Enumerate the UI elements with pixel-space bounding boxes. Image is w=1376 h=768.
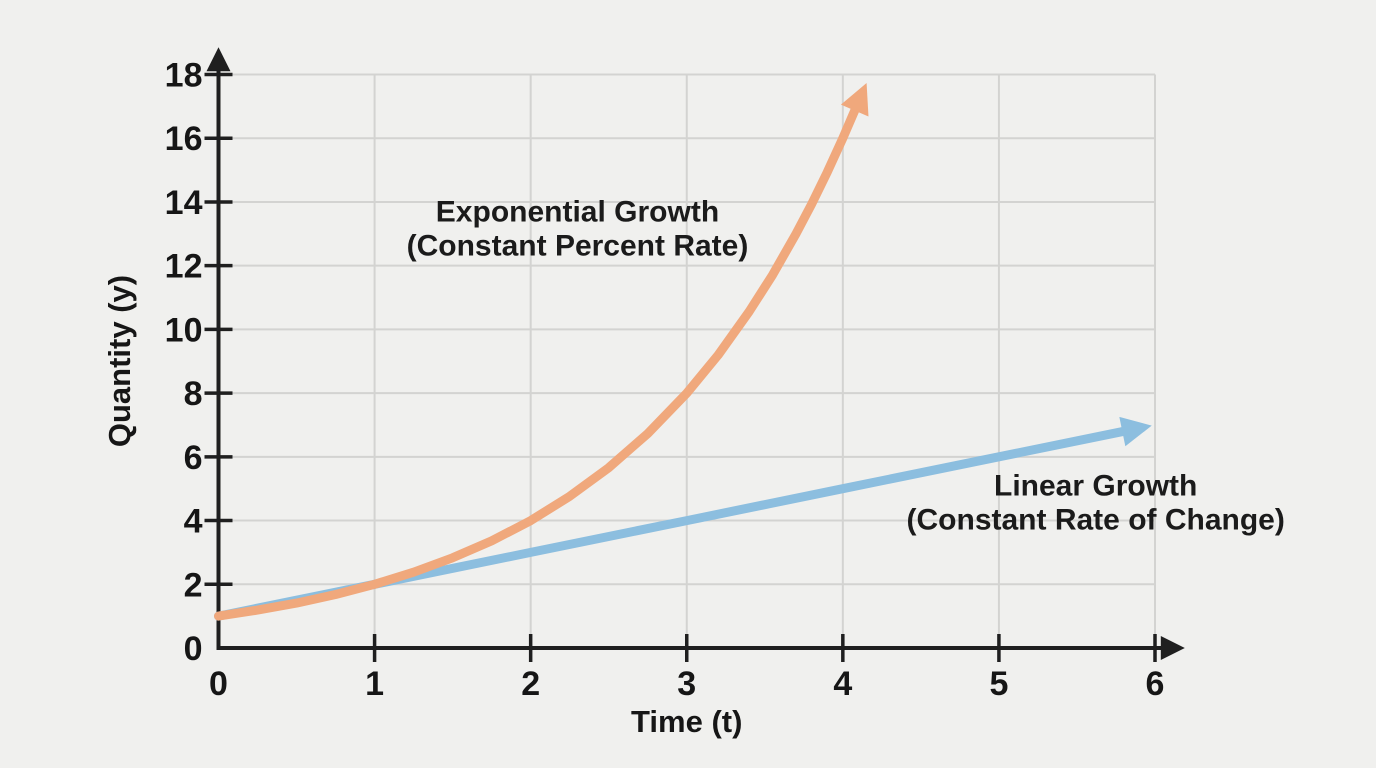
grid-layer xyxy=(218,73,1156,648)
y-tick-label: 16 xyxy=(165,120,203,158)
x-tick-label: 2 xyxy=(521,665,540,703)
linear-annotation-line-2: (Constant Rate of Change) xyxy=(907,503,1285,536)
exponential-annotation-line-2: (Constant Percent Rate) xyxy=(407,229,749,262)
y-tick-label: 10 xyxy=(165,311,203,349)
x-tick-label: 5 xyxy=(989,665,1008,703)
y-tick-label: 4 xyxy=(184,503,203,541)
x-tick-label: 3 xyxy=(677,665,696,703)
exponential-annotation-line-1: Exponential Growth xyxy=(436,195,719,228)
x-tick-label: 1 xyxy=(365,665,384,703)
y-tick-label: 6 xyxy=(184,439,203,477)
series-layer xyxy=(214,83,1152,621)
linear-annotation-line-1: Linear Growth xyxy=(994,469,1197,502)
y-tick-label: 14 xyxy=(165,184,203,222)
y-tick-label: 8 xyxy=(184,375,203,413)
x-tick-label: 6 xyxy=(1146,665,1165,703)
y-tick-label: 0 xyxy=(184,630,203,668)
x-tick-label: 4 xyxy=(833,665,852,703)
y-tick-label: 12 xyxy=(165,248,203,286)
axes-layer xyxy=(204,47,1185,662)
x-axis-title: Time (t) xyxy=(631,704,742,739)
y-tick-label: 2 xyxy=(184,566,203,604)
y-axis-title: Quantity (y) xyxy=(102,275,137,447)
exponential-curve xyxy=(214,83,869,621)
y-tick-label: 18 xyxy=(165,57,203,95)
x-tick-label: 0 xyxy=(209,665,228,703)
